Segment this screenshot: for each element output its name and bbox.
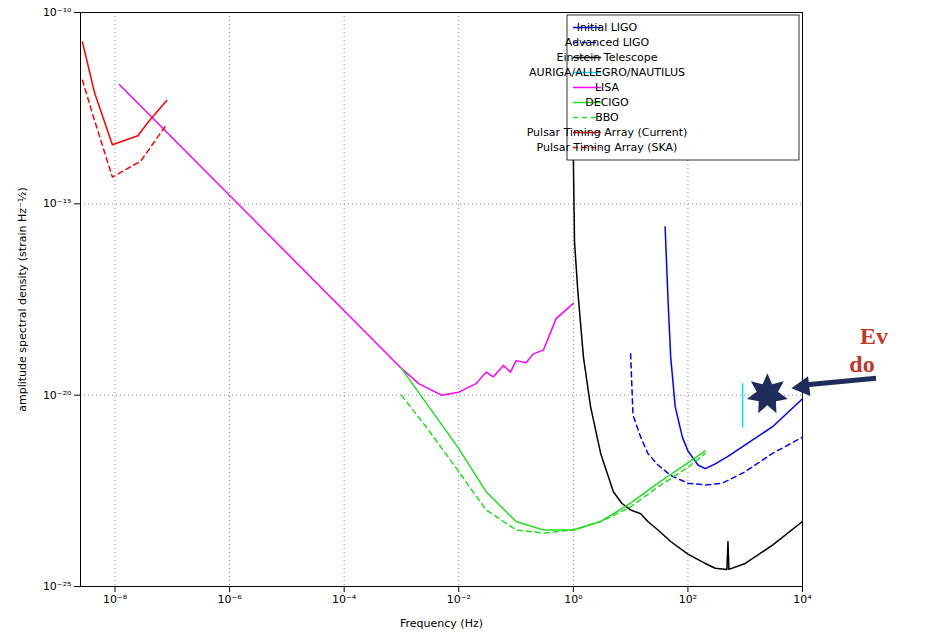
svg-text:10⁰: 10⁰ (564, 593, 583, 606)
svg-text:10⁻²⁰: 10⁻²⁰ (43, 389, 72, 402)
svg-text:10⁻⁶: 10⁻⁶ (217, 593, 242, 606)
svg-text:10⁻¹⁵: 10⁻¹⁵ (43, 197, 72, 210)
svg-text:DECIGO: DECIGO (585, 96, 629, 109)
svg-text:BBO: BBO (595, 111, 619, 124)
svg-text:10²: 10² (679, 593, 697, 606)
svg-text:10⁻¹⁰: 10⁻¹⁰ (43, 6, 72, 19)
svg-text:10⁻²⁵: 10⁻²⁵ (43, 580, 72, 593)
svg-text:Frequency (Hz): Frequency (Hz) (400, 617, 483, 630)
svg-text:Ev: Ev (860, 323, 888, 349)
svg-text:AURIGA/ALLEGRO/NAUTILUS: AURIGA/ALLEGRO/NAUTILUS (529, 66, 685, 79)
svg-text:10⁻²: 10⁻² (447, 593, 471, 606)
svg-text:amplitude spectral density (st: amplitude spectral density (strain Hz⁻½) (16, 187, 29, 412)
svg-text:Initial LIGO: Initial LIGO (577, 21, 638, 34)
svg-text:Einstein Telescope: Einstein Telescope (556, 51, 657, 64)
svg-text:LISA: LISA (595, 81, 620, 94)
svg-text:10⁻⁸: 10⁻⁸ (103, 593, 128, 606)
svg-text:do: do (849, 351, 874, 377)
svg-text:10⁻⁴: 10⁻⁴ (332, 593, 357, 606)
svg-text:Pulsar Timing Array (SKA): Pulsar Timing Array (SKA) (537, 141, 678, 154)
svg-text:Pulsar Timing Array (Current): Pulsar Timing Array (Current) (527, 126, 688, 139)
svg-text:Advanced LIGO: Advanced LIGO (565, 36, 650, 49)
svg-text:10⁴: 10⁴ (793, 593, 812, 606)
